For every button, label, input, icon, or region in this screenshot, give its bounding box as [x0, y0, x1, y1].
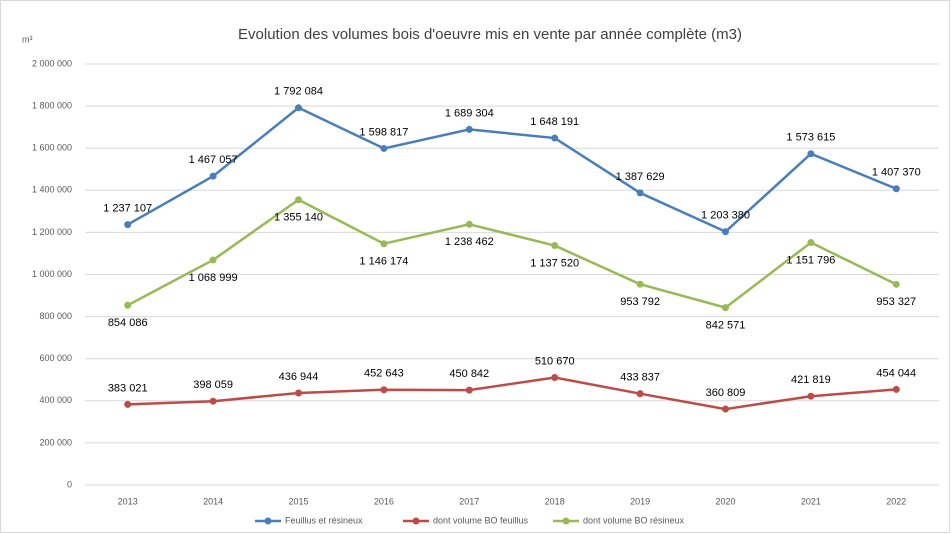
- y-tick-label: 1 400 000: [32, 185, 72, 195]
- series-line: [127, 198, 897, 310]
- point: [551, 242, 559, 250]
- point: [807, 150, 815, 158]
- y-tick-label: 400 000: [39, 395, 72, 405]
- legend-marker: [562, 517, 570, 525]
- point: [209, 256, 217, 264]
- legend-marker: [412, 517, 420, 525]
- value-label: 383 021: [108, 382, 148, 394]
- point: [124, 400, 132, 408]
- x-tick-label: 2015: [288, 496, 308, 506]
- value-label: 421 819: [791, 374, 831, 386]
- value-label: 360 809: [706, 387, 746, 399]
- point: [465, 386, 473, 394]
- y-tick-label: 0: [67, 479, 72, 489]
- y-tick-label: 600 000: [39, 353, 72, 363]
- y-tick-label: 800 000: [39, 311, 72, 321]
- value-label: 1 689 304: [445, 107, 494, 119]
- x-tick-label: 2018: [545, 496, 565, 506]
- y-tick-label: 2 000 000: [32, 58, 72, 68]
- value-label: 854 086: [108, 317, 148, 329]
- value-label: 1 387 629: [616, 171, 665, 183]
- point: [892, 385, 900, 393]
- x-tick-label: 2013: [118, 496, 138, 506]
- point: [380, 240, 388, 248]
- point: [807, 239, 815, 247]
- x-tick-label: 2021: [801, 496, 821, 506]
- value-label: 1 151 796: [786, 254, 835, 266]
- point: [380, 144, 388, 152]
- y-tick-label: 1 000 000: [32, 269, 72, 279]
- point: [295, 196, 302, 204]
- value-label: 1 467 057: [189, 154, 238, 166]
- value-label: 1 137 520: [530, 257, 579, 269]
- point: [636, 189, 644, 197]
- point: [551, 134, 559, 142]
- point: [295, 104, 302, 112]
- y-tick-label: 1 200 000: [32, 227, 72, 237]
- value-label: 454 044: [876, 367, 916, 379]
- value-label: 452 643: [364, 368, 404, 380]
- value-label: 1 203 380: [701, 210, 750, 222]
- series-line: [127, 376, 897, 411]
- value-label: 510 670: [535, 355, 575, 367]
- value-label: 953 792: [620, 296, 660, 308]
- value-label: 953 327: [876, 296, 916, 308]
- value-label: 1 068 999: [189, 272, 238, 284]
- point: [465, 220, 473, 228]
- value-label: 1 598 817: [359, 126, 408, 138]
- value-label: 1 238 462: [445, 236, 494, 248]
- value-label: 436 944: [279, 371, 319, 383]
- legend-label: dont volume BO feuillus: [433, 515, 529, 525]
- point: [807, 392, 815, 400]
- x-tick-label: 2022: [886, 496, 906, 506]
- value-label: 1 648 191: [530, 116, 579, 128]
- y-tick-label: 1 800 000: [32, 100, 72, 110]
- point: [636, 390, 644, 398]
- value-label: 1 407 370: [872, 167, 921, 179]
- x-tick-label: 2019: [630, 496, 650, 506]
- x-tick-label: 2020: [715, 496, 735, 506]
- value-label: 1 355 140: [274, 212, 323, 224]
- point: [209, 172, 217, 180]
- series-line: [127, 106, 897, 234]
- x-tick-label: 2017: [459, 496, 479, 506]
- legend-label: dont volume BO résineux: [583, 515, 685, 525]
- point: [892, 185, 900, 193]
- value-label: 1 146 174: [359, 256, 408, 268]
- point: [295, 389, 302, 397]
- value-label: 1 237 107: [103, 202, 152, 214]
- x-tick-label: 2014: [203, 496, 223, 506]
- value-label: 1 573 615: [786, 132, 835, 144]
- point: [380, 386, 388, 394]
- legend-label: Feuillus et résineux: [285, 515, 363, 525]
- point: [209, 397, 217, 405]
- y-unit: m³: [22, 34, 33, 44]
- point: [465, 125, 473, 133]
- value-label: 1 792 084: [274, 86, 323, 98]
- chart-title: Evolution des volumes bois d'oeuvre mis …: [238, 26, 742, 43]
- value-label: 398 059: [193, 379, 233, 391]
- point: [722, 304, 729, 312]
- point: [722, 228, 729, 236]
- point: [551, 374, 559, 382]
- value-label: 450 842: [449, 368, 489, 380]
- value-label: 842 571: [706, 320, 746, 332]
- point: [636, 280, 644, 288]
- point: [124, 301, 132, 309]
- y-tick-label: 200 000: [39, 437, 72, 447]
- legend-marker: [264, 517, 272, 525]
- point: [124, 221, 132, 229]
- point: [722, 405, 729, 413]
- x-tick-label: 2016: [374, 496, 394, 506]
- y-tick-label: 1 600 000: [32, 143, 72, 153]
- point: [892, 280, 900, 288]
- value-label: 433 837: [620, 372, 660, 384]
